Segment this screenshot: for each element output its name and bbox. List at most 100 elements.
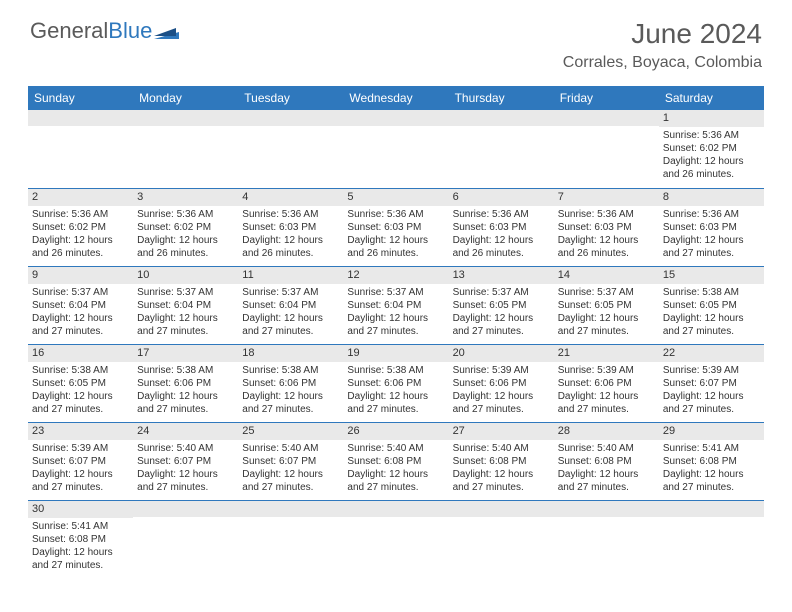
sunset-line: Sunset: 6:03 PM	[663, 221, 760, 234]
sunrise-line: Sunrise: 5:37 AM	[137, 286, 234, 299]
calendar-day-empty	[28, 110, 133, 188]
day-number: 26	[343, 423, 448, 440]
day-header: Thursday	[449, 86, 554, 110]
day-number: 27	[449, 423, 554, 440]
sunset-line: Sunset: 6:04 PM	[242, 299, 339, 312]
calendar-day: 7Sunrise: 5:36 AMSunset: 6:03 PMDaylight…	[554, 188, 659, 266]
daylight-line: Daylight: 12 hours and 27 minutes.	[558, 390, 655, 416]
title-block: June 2024 Corrales, Boyaca, Colombia	[563, 18, 762, 72]
day-details: Sunrise: 5:41 AMSunset: 6:08 PMDaylight:…	[28, 518, 133, 576]
calendar-body: 1Sunrise: 5:36 AMSunset: 6:02 PMDaylight…	[28, 110, 764, 578]
sunset-line: Sunset: 6:07 PM	[137, 455, 234, 468]
sunrise-line: Sunrise: 5:36 AM	[453, 208, 550, 221]
sunset-line: Sunset: 6:02 PM	[137, 221, 234, 234]
day-number: 12	[343, 267, 448, 284]
day-number	[554, 501, 659, 517]
day-number: 6	[449, 189, 554, 206]
sunset-line: Sunset: 6:05 PM	[453, 299, 550, 312]
daylight-line: Daylight: 12 hours and 27 minutes.	[137, 468, 234, 494]
sunset-line: Sunset: 6:06 PM	[242, 377, 339, 390]
day-number: 18	[238, 345, 343, 362]
daylight-line: Daylight: 12 hours and 27 minutes.	[453, 312, 550, 338]
daylight-line: Daylight: 12 hours and 27 minutes.	[453, 468, 550, 494]
day-number: 14	[554, 267, 659, 284]
day-number: 23	[28, 423, 133, 440]
day-number: 11	[238, 267, 343, 284]
calendar-day-empty	[238, 500, 343, 578]
calendar-day: 10Sunrise: 5:37 AMSunset: 6:04 PMDayligh…	[133, 266, 238, 344]
day-number: 13	[449, 267, 554, 284]
day-number: 24	[133, 423, 238, 440]
daylight-line: Daylight: 12 hours and 27 minutes.	[347, 312, 444, 338]
calendar-day: 27Sunrise: 5:40 AMSunset: 6:08 PMDayligh…	[449, 422, 554, 500]
day-number: 5	[343, 189, 448, 206]
daylight-line: Daylight: 12 hours and 26 minutes.	[663, 155, 760, 181]
daylight-line: Daylight: 12 hours and 27 minutes.	[32, 468, 129, 494]
day-number: 9	[28, 267, 133, 284]
sunset-line: Sunset: 6:03 PM	[347, 221, 444, 234]
day-details: Sunrise: 5:37 AMSunset: 6:05 PMDaylight:…	[449, 284, 554, 342]
day-header: Saturday	[659, 86, 764, 110]
sunset-line: Sunset: 6:05 PM	[663, 299, 760, 312]
day-number: 3	[133, 189, 238, 206]
calendar-day: 17Sunrise: 5:38 AMSunset: 6:06 PMDayligh…	[133, 344, 238, 422]
day-number	[449, 110, 554, 126]
day-number: 21	[554, 345, 659, 362]
day-details: Sunrise: 5:39 AMSunset: 6:06 PMDaylight:…	[554, 362, 659, 420]
calendar-day: 2Sunrise: 5:36 AMSunset: 6:02 PMDaylight…	[28, 188, 133, 266]
logo-text-general: General	[30, 18, 108, 44]
day-number	[343, 501, 448, 517]
calendar-week: 1Sunrise: 5:36 AMSunset: 6:02 PMDaylight…	[28, 110, 764, 188]
daylight-line: Daylight: 12 hours and 27 minutes.	[558, 468, 655, 494]
calendar-day-empty	[554, 110, 659, 188]
day-header: Friday	[554, 86, 659, 110]
calendar-day-empty	[238, 110, 343, 188]
day-details: Sunrise: 5:37 AMSunset: 6:04 PMDaylight:…	[133, 284, 238, 342]
daylight-line: Daylight: 12 hours and 27 minutes.	[347, 390, 444, 416]
daylight-line: Daylight: 12 hours and 26 minutes.	[242, 234, 339, 260]
calendar-day: 3Sunrise: 5:36 AMSunset: 6:02 PMDaylight…	[133, 188, 238, 266]
day-details: Sunrise: 5:38 AMSunset: 6:06 PMDaylight:…	[133, 362, 238, 420]
calendar-day: 6Sunrise: 5:36 AMSunset: 6:03 PMDaylight…	[449, 188, 554, 266]
calendar-day-empty	[449, 500, 554, 578]
day-number	[133, 110, 238, 126]
day-number: 15	[659, 267, 764, 284]
sunset-line: Sunset: 6:06 PM	[347, 377, 444, 390]
calendar-day-empty	[133, 500, 238, 578]
day-number: 8	[659, 189, 764, 206]
calendar-day: 12Sunrise: 5:37 AMSunset: 6:04 PMDayligh…	[343, 266, 448, 344]
sunrise-line: Sunrise: 5:39 AM	[663, 364, 760, 377]
day-number: 19	[343, 345, 448, 362]
day-number: 4	[238, 189, 343, 206]
day-details: Sunrise: 5:37 AMSunset: 6:05 PMDaylight:…	[554, 284, 659, 342]
daylight-line: Daylight: 12 hours and 27 minutes.	[32, 546, 129, 572]
day-details: Sunrise: 5:36 AMSunset: 6:03 PMDaylight:…	[659, 206, 764, 264]
sunrise-line: Sunrise: 5:38 AM	[663, 286, 760, 299]
sunset-line: Sunset: 6:08 PM	[453, 455, 550, 468]
day-header: Wednesday	[343, 86, 448, 110]
day-details: Sunrise: 5:37 AMSunset: 6:04 PMDaylight:…	[28, 284, 133, 342]
sunrise-line: Sunrise: 5:40 AM	[137, 442, 234, 455]
calendar-day-empty	[449, 110, 554, 188]
day-details: Sunrise: 5:38 AMSunset: 6:05 PMDaylight:…	[28, 362, 133, 420]
daylight-line: Daylight: 12 hours and 27 minutes.	[242, 390, 339, 416]
daylight-line: Daylight: 12 hours and 27 minutes.	[558, 312, 655, 338]
location: Corrales, Boyaca, Colombia	[563, 54, 762, 72]
calendar-day-empty	[554, 500, 659, 578]
day-details: Sunrise: 5:40 AMSunset: 6:07 PMDaylight:…	[238, 440, 343, 498]
calendar-day: 19Sunrise: 5:38 AMSunset: 6:06 PMDayligh…	[343, 344, 448, 422]
sunset-line: Sunset: 6:06 PM	[137, 377, 234, 390]
sunrise-line: Sunrise: 5:41 AM	[32, 520, 129, 533]
sunrise-line: Sunrise: 5:36 AM	[558, 208, 655, 221]
sunset-line: Sunset: 6:04 PM	[137, 299, 234, 312]
day-details: Sunrise: 5:38 AMSunset: 6:05 PMDaylight:…	[659, 284, 764, 342]
calendar-day: 23Sunrise: 5:39 AMSunset: 6:07 PMDayligh…	[28, 422, 133, 500]
calendar-day: 20Sunrise: 5:39 AMSunset: 6:06 PMDayligh…	[449, 344, 554, 422]
calendar-day-empty	[343, 500, 448, 578]
calendar-day: 25Sunrise: 5:40 AMSunset: 6:07 PMDayligh…	[238, 422, 343, 500]
sunset-line: Sunset: 6:03 PM	[558, 221, 655, 234]
day-number	[554, 110, 659, 126]
day-number: 10	[133, 267, 238, 284]
daylight-line: Daylight: 12 hours and 27 minutes.	[32, 390, 129, 416]
logo: GeneralBlue	[30, 18, 180, 44]
